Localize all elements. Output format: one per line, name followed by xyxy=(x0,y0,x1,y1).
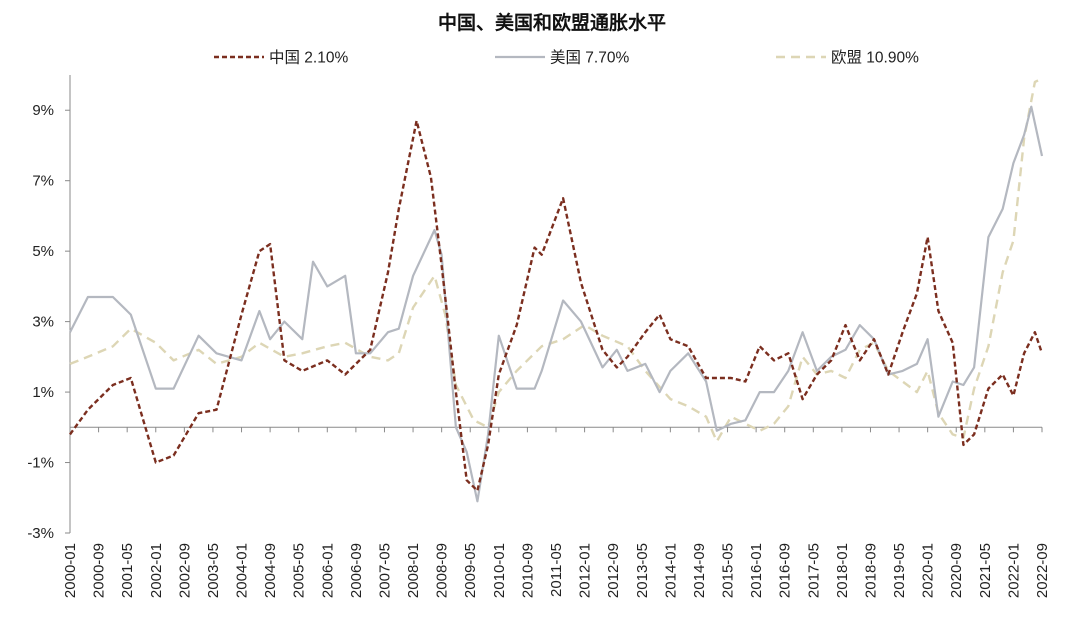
x-axis: 2000-01 2000-09 2001-05 2002-01 2002-09 2003-… xyxy=(62,426,1051,598)
x-tick-label: 2014-09 xyxy=(691,543,708,598)
x-tick-label: 2004-09 xyxy=(262,543,279,598)
x-tick-label: 2011-05 xyxy=(548,543,565,597)
x-tick-label: 2017-05 xyxy=(805,543,822,598)
x-tick-label: 2008-09 xyxy=(434,543,451,598)
x-tick-label: 2000-09 xyxy=(91,543,108,598)
chart-legend: 中国 2.10% 美国 7.70% 欧盟 10.90% xyxy=(214,49,919,67)
legend-label-eu: 欧盟 10.90% xyxy=(831,49,919,67)
x-tick-label: 2000-01 xyxy=(62,543,79,598)
x-tick-label: 2010-01 xyxy=(491,543,508,598)
x-tick-label: 2002-01 xyxy=(148,543,165,598)
x-tick-label: 2021-05 xyxy=(977,543,994,598)
x-tick-label: 2016-01 xyxy=(748,543,765,598)
x-tick-label: 2008-01 xyxy=(405,543,422,598)
x-tick-label: 2012-01 xyxy=(577,543,594,598)
x-tick-label: 2012-09 xyxy=(605,543,622,598)
x-tick-label: 2006-09 xyxy=(348,543,365,598)
series-layer xyxy=(69,77,1044,503)
x-tick-label: 2007-05 xyxy=(376,543,393,598)
y-tick-label: 7% xyxy=(32,173,54,190)
x-tick-label: 2022-09 xyxy=(1034,543,1051,598)
legend-label-us: 美国 7.70% xyxy=(550,49,629,67)
series-line-eu xyxy=(69,77,1043,443)
legend-label-china: 中国 2.10% xyxy=(269,49,348,67)
y-tick-label: 5% xyxy=(32,243,54,260)
x-tick-label: 2018-01 xyxy=(834,543,851,598)
series-line-us xyxy=(69,105,1044,503)
x-tick-label: 2014-01 xyxy=(662,543,679,598)
y-tick-label: 3% xyxy=(32,314,54,331)
x-tick-label: 2015-05 xyxy=(720,543,737,598)
x-tick-label: 2022-01 xyxy=(1005,543,1022,598)
x-tick-label: 2019-05 xyxy=(891,543,908,598)
x-tick-label: 2003-05 xyxy=(205,543,222,598)
x-tick-label: 2013-05 xyxy=(634,543,651,598)
y-axis: -3% -1% 1% 3% 5% 7% 9% xyxy=(27,75,71,542)
chart-title: 中国、美国和欧盟通胀水平 xyxy=(438,11,666,34)
x-tick-label: 2020-09 xyxy=(948,543,965,598)
y-tick-label: -1% xyxy=(27,455,54,472)
x-tick-label: 2010-09 xyxy=(519,543,536,598)
x-tick-label: 2006-01 xyxy=(319,543,336,598)
x-tick-label: 2002-09 xyxy=(176,543,193,598)
y-tick-label: 9% xyxy=(32,102,54,119)
y-tick-label: 1% xyxy=(32,384,54,401)
x-tick-label: 2004-01 xyxy=(234,543,251,598)
y-tick-label: -3% xyxy=(27,525,54,542)
series-line-china xyxy=(69,119,1044,492)
x-tick-label: 2020-01 xyxy=(920,543,937,598)
x-tick-label: 2016-09 xyxy=(777,543,794,598)
x-tick-label: 2018-09 xyxy=(862,543,879,598)
x-tick-label: 2009-05 xyxy=(462,543,479,598)
x-tick-label: 2005-05 xyxy=(291,543,308,598)
x-tick-label: 2001-05 xyxy=(119,543,136,598)
